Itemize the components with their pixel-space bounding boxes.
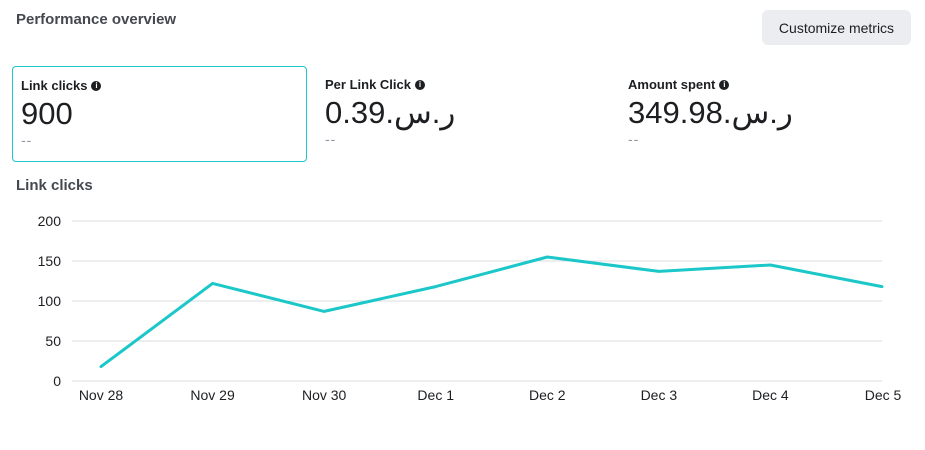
metric-value: 0.39.ر.س: [325, 95, 456, 130]
series-line-link-clicks: [99, 255, 884, 369]
y-tick-label: 0: [53, 373, 61, 389]
metric-label-row: Link clicks i: [21, 78, 298, 93]
y-tick-label: 50: [45, 333, 61, 349]
x-axis-ticks: Nov 28 Nov 29 Nov 30 Dec 1 Dec 2 Dec 3 Dec 4 De…: [79, 387, 902, 403]
x-tick-label: Nov 29: [190, 387, 235, 403]
y-tick-label: 200: [38, 213, 62, 229]
metric-delta: --: [325, 131, 337, 147]
x-tick-label: Dec 4: [752, 387, 789, 403]
y-tick-label: 150: [38, 253, 62, 269]
metric-label-row: Amount spent i: [628, 77, 902, 92]
x-tick-label: Dec 3: [641, 387, 678, 403]
info-icon[interactable]: i: [91, 80, 102, 91]
metric-label: Per Link Click: [325, 77, 411, 92]
x-tick-label: Dec 5: [865, 387, 902, 403]
metric-card-per-link-click[interactable]: Per Link Click i 0.39.ر.س --: [317, 66, 607, 162]
metric-label-row: Per Link Click i: [325, 77, 599, 92]
x-tick-label: Nov 30: [302, 387, 347, 403]
metric-value: 900: [21, 96, 73, 131]
info-icon[interactable]: i: [414, 79, 425, 90]
y-tick-label: 100: [38, 293, 62, 309]
x-tick-label: Nov 28: [79, 387, 124, 403]
x-tick-label: Dec 2: [529, 387, 566, 403]
info-icon[interactable]: i: [719, 79, 730, 90]
metric-label: Link clicks: [21, 78, 88, 93]
chart-series: [99, 255, 884, 369]
metric-card-link-clicks[interactable]: Link clicks i 900 --: [12, 66, 307, 162]
chart-title: Link clicks: [16, 177, 93, 194]
x-tick-label: Dec 1: [417, 387, 454, 403]
metric-delta: --: [21, 132, 33, 148]
chart-grid: [72, 220, 882, 382]
page-title: Performance overview: [16, 11, 177, 28]
customize-metrics-button[interactable]: Customize metrics: [762, 10, 911, 45]
metric-delta: --: [628, 131, 640, 147]
metric-label: Amount spent: [628, 77, 716, 92]
metric-value: 349.98.ر.س: [628, 95, 793, 130]
y-axis-ticks: 0 50 100 150 200: [38, 213, 62, 389]
metric-card-amount-spent[interactable]: Amount spent i 349.98.ر.س --: [620, 66, 910, 162]
link-clicks-chart: 0 50 100 150 200 Nov 28 Nov 29 Nov 30 Dec 1 Dec …: [38, 213, 902, 403]
